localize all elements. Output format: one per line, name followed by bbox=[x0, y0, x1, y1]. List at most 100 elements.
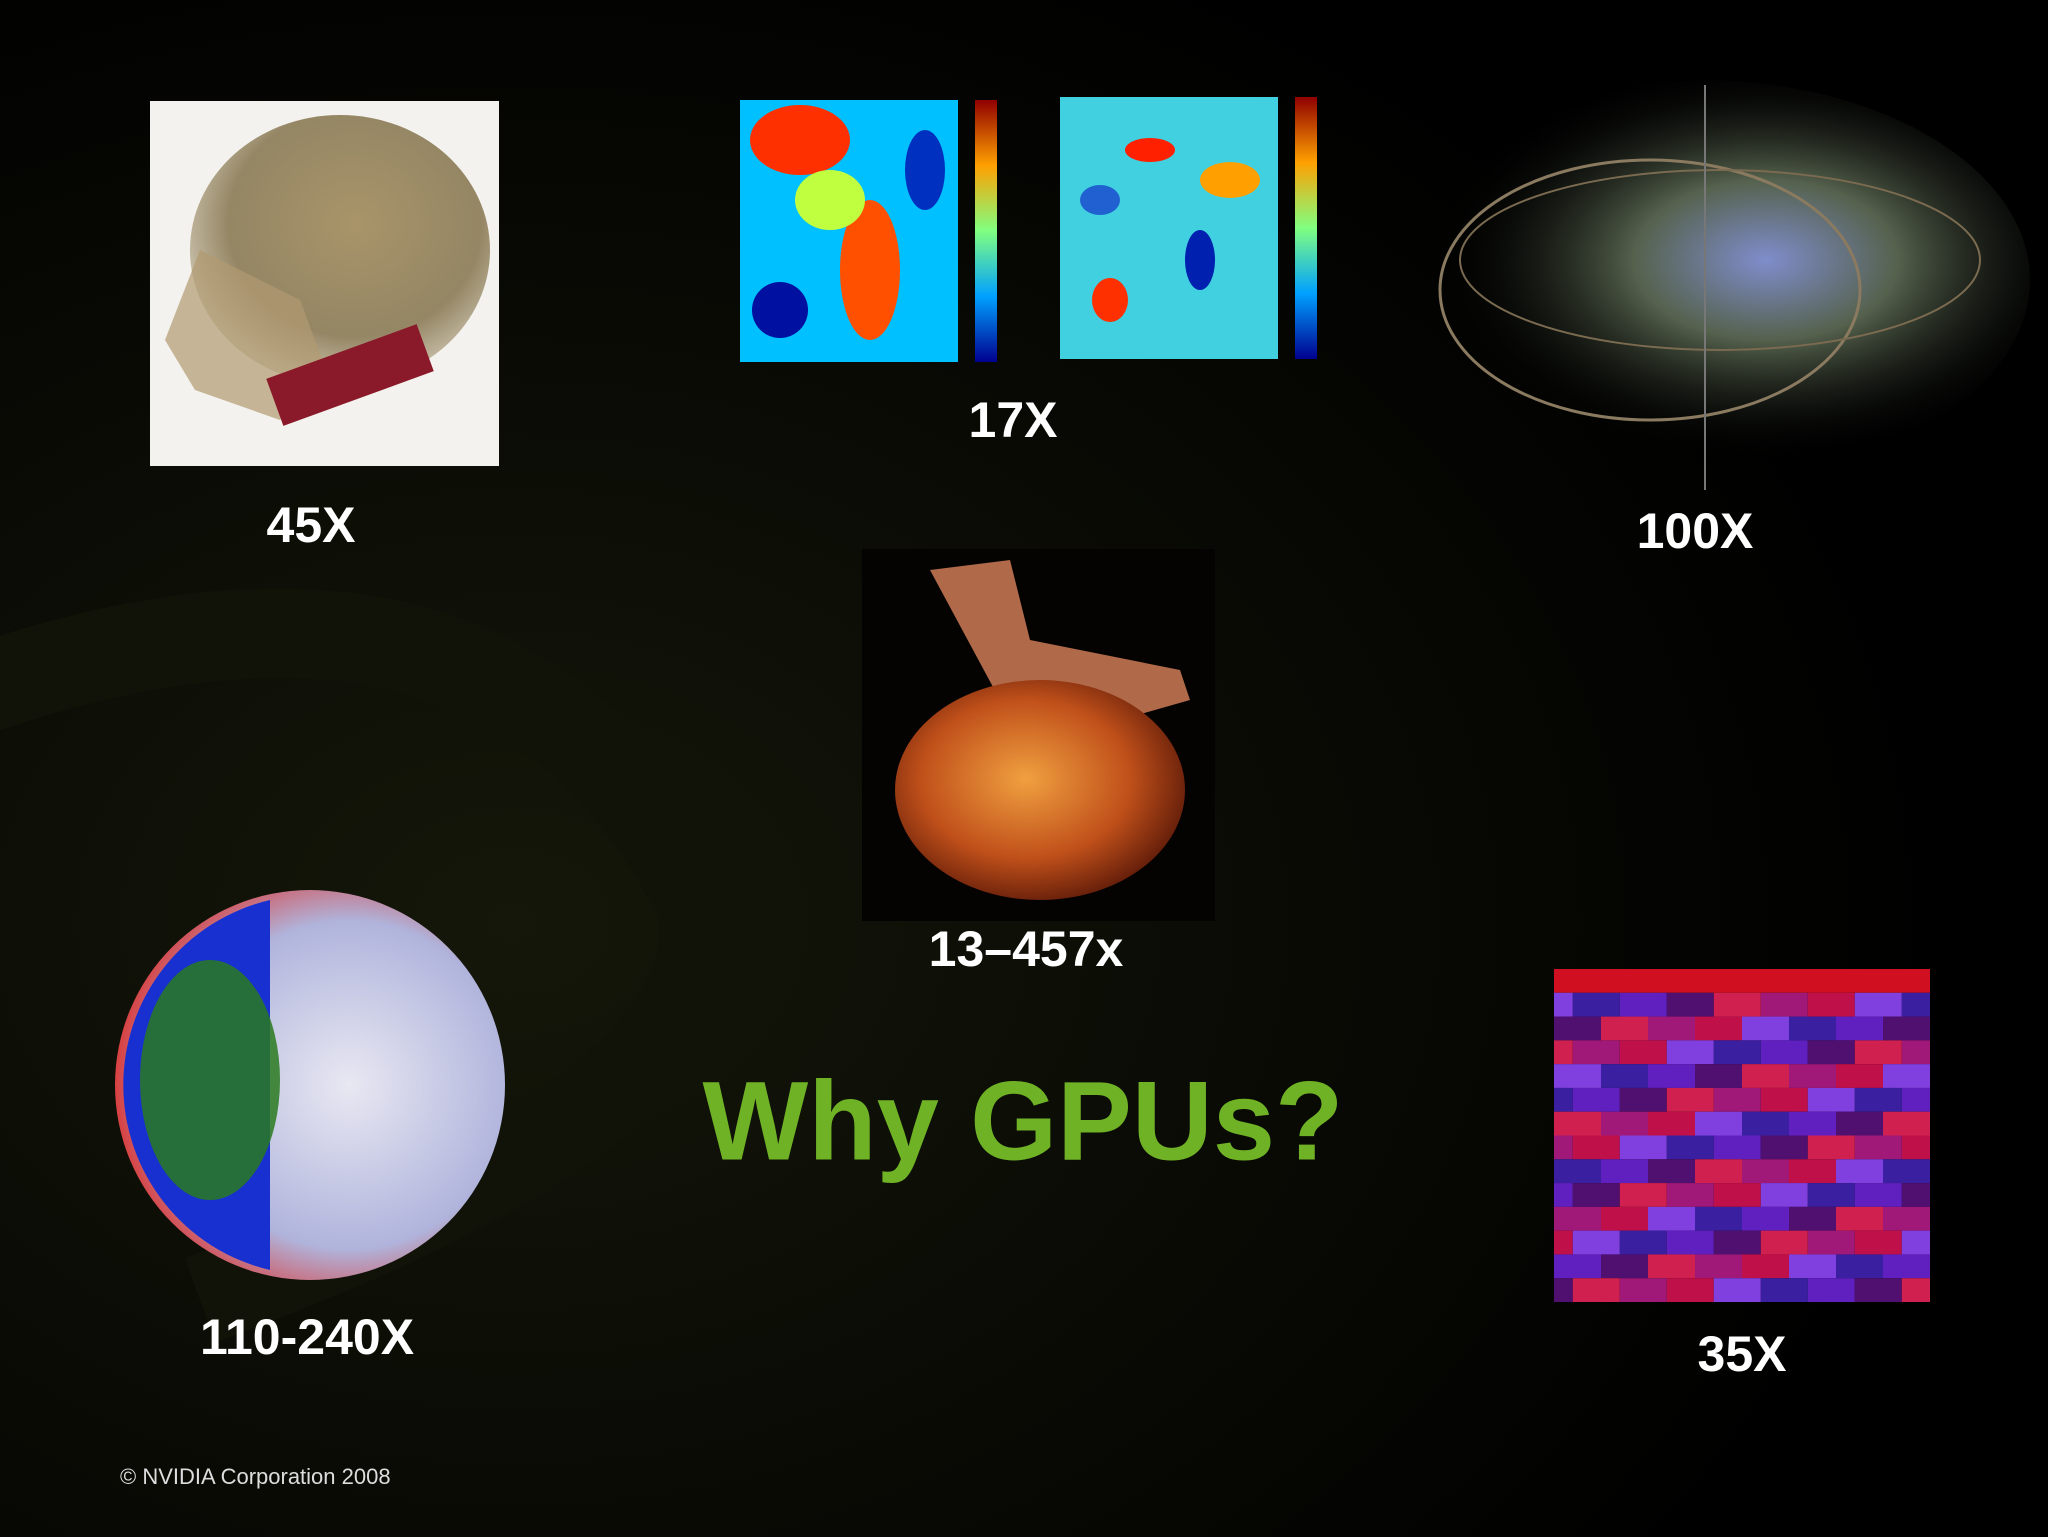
block bbox=[1883, 1254, 1930, 1279]
block bbox=[1572, 1230, 1620, 1255]
block bbox=[1619, 1040, 1667, 1065]
block bbox=[1648, 1254, 1695, 1279]
block bbox=[1648, 969, 1695, 993]
block bbox=[1854, 1087, 1902, 1112]
background-swoosh bbox=[0, 588, 750, 1343]
block bbox=[1807, 1230, 1855, 1255]
block bbox=[1760, 1087, 1808, 1112]
blocks-image bbox=[1554, 969, 1930, 1302]
block bbox=[1554, 1206, 1601, 1231]
head-image bbox=[150, 101, 499, 466]
block bbox=[1695, 1159, 1742, 1184]
block bbox=[1695, 1254, 1742, 1279]
block bbox=[1760, 1040, 1808, 1065]
block bbox=[1854, 992, 1902, 1017]
block bbox=[1572, 1040, 1620, 1065]
block bbox=[1807, 1183, 1855, 1207]
block bbox=[1572, 1087, 1620, 1112]
block bbox=[1554, 1135, 1573, 1160]
heart-image bbox=[862, 549, 1215, 921]
block bbox=[1901, 1183, 1930, 1207]
block bbox=[1883, 1159, 1930, 1184]
block bbox=[1666, 1278, 1714, 1302]
block bbox=[1742, 1064, 1789, 1088]
panel-label: 17X bbox=[969, 392, 1058, 448]
block bbox=[1648, 1159, 1695, 1184]
block bbox=[1619, 1135, 1667, 1160]
block bbox=[1789, 969, 1836, 993]
block bbox=[1760, 992, 1808, 1017]
block bbox=[1666, 992, 1714, 1017]
block bbox=[1836, 1111, 1883, 1136]
block bbox=[1807, 1278, 1855, 1302]
block bbox=[1883, 1064, 1930, 1088]
block bbox=[1742, 1016, 1789, 1041]
block bbox=[1713, 1087, 1761, 1112]
block bbox=[1619, 1087, 1667, 1112]
virus-image bbox=[115, 890, 505, 1280]
block bbox=[1648, 1206, 1695, 1231]
block bbox=[1742, 1111, 1789, 1136]
heatmap-image bbox=[740, 97, 1317, 362]
block bbox=[1666, 1230, 1714, 1255]
block bbox=[1666, 1183, 1714, 1207]
block bbox=[1601, 1254, 1648, 1279]
block bbox=[1901, 992, 1930, 1017]
block bbox=[1742, 969, 1789, 993]
block bbox=[1760, 1183, 1808, 1207]
block bbox=[1742, 1159, 1789, 1184]
block bbox=[1760, 1230, 1808, 1255]
block bbox=[1554, 1111, 1601, 1136]
block bbox=[1619, 1183, 1667, 1207]
block bbox=[1695, 1206, 1742, 1231]
particle-image bbox=[1370, 80, 2030, 490]
block bbox=[1901, 1230, 1930, 1255]
block bbox=[1836, 1159, 1883, 1184]
block bbox=[1554, 1040, 1573, 1065]
block bbox=[1789, 1064, 1836, 1088]
block bbox=[1807, 992, 1855, 1017]
block bbox=[1619, 1278, 1667, 1302]
block bbox=[1789, 1111, 1836, 1136]
block bbox=[1554, 1254, 1601, 1279]
block bbox=[1666, 1040, 1714, 1065]
block bbox=[1901, 1040, 1930, 1065]
block bbox=[1901, 1087, 1930, 1112]
block bbox=[1807, 1040, 1855, 1065]
block bbox=[1572, 1183, 1620, 1207]
block bbox=[1836, 1254, 1883, 1279]
block bbox=[1695, 1111, 1742, 1136]
block bbox=[1760, 1278, 1808, 1302]
block bbox=[1554, 1230, 1573, 1255]
block bbox=[1901, 1135, 1930, 1160]
block bbox=[1601, 1206, 1648, 1231]
block bbox=[1666, 1087, 1714, 1112]
block bbox=[1854, 1278, 1902, 1302]
block bbox=[1695, 1016, 1742, 1041]
block bbox=[1713, 1278, 1761, 1302]
block bbox=[1742, 1254, 1789, 1279]
block bbox=[1883, 1016, 1930, 1041]
block bbox=[1713, 1135, 1761, 1160]
block bbox=[1807, 1087, 1855, 1112]
block bbox=[1854, 1040, 1902, 1065]
block bbox=[1789, 1016, 1836, 1041]
block bbox=[1742, 1206, 1789, 1231]
block bbox=[1554, 969, 1601, 993]
panel-label: 13–457x bbox=[929, 921, 1124, 977]
slide-title: Why GPUs? bbox=[703, 1059, 1344, 1184]
panel-label: 110-240X bbox=[200, 1309, 414, 1365]
block bbox=[1601, 1111, 1648, 1136]
block bbox=[1554, 1064, 1601, 1088]
block bbox=[1713, 1230, 1761, 1255]
block bbox=[1554, 1087, 1573, 1112]
block bbox=[1601, 1159, 1648, 1184]
block bbox=[1854, 1183, 1902, 1207]
block bbox=[1789, 1254, 1836, 1279]
block bbox=[1572, 1278, 1620, 1302]
block bbox=[1854, 1230, 1902, 1255]
block bbox=[1713, 1183, 1761, 1207]
block bbox=[1666, 1135, 1714, 1160]
block bbox=[1883, 1111, 1930, 1136]
